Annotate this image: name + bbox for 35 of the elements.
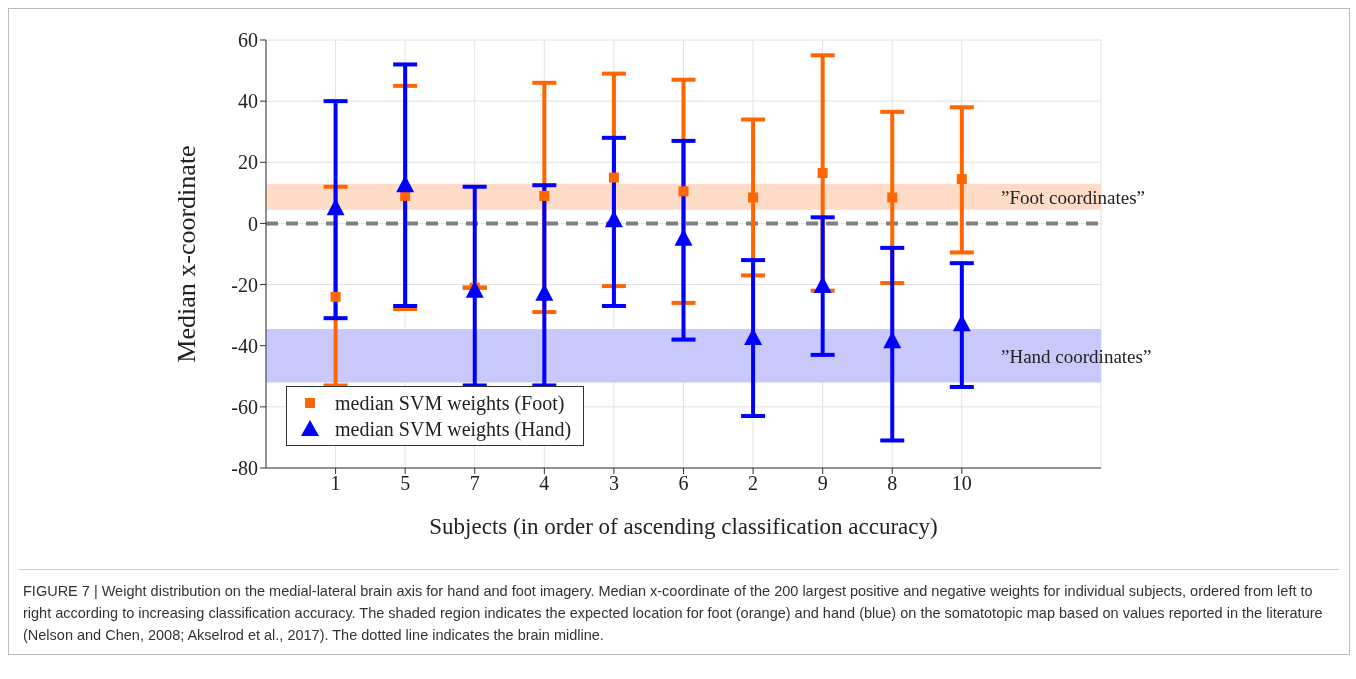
y-tick-label: -60 [231,395,258,418]
x-tick-label: 5 [400,472,411,495]
point [817,167,828,178]
point [678,186,689,197]
legend-label: median SVM weights (Hand) [335,417,572,442]
point [813,276,832,294]
y-tick-label: 60 [238,29,258,52]
y-axis-title: Median x-coordinate [172,145,202,363]
point [608,172,619,183]
point [748,192,759,203]
legend-label: median SVM weights (Foot) [335,391,565,416]
point [465,280,484,298]
caption: FIGURE 7 | Weight distribution on the medial-lateral brain axis for hand and foot imagery. Median x-coordinate of the 200 largest positive and negative weights for individual subjects, ordered from left to right according to increasing classification accuracy. The shaded region indicates the expected location for foot (orange) and hand (blue) on the somatotopic map based on values reported in the literature (Nelson and Chen, 2008; Akselrod et al., 2017). The dotted line indicates the brain midline. [19,569,1339,654]
x-tick-label: 3 [608,472,619,495]
x-tick-label: 8 [887,472,898,495]
y-tick-label: -20 [231,273,258,296]
y-tick-label: -40 [231,334,258,357]
x-tick-label: 6 [678,472,689,495]
point [956,174,967,185]
y-tick-label: 0 [248,212,258,235]
y-tick-label: 20 [238,151,258,174]
x-tick-label: 2 [748,472,759,495]
x-tick-label: 7 [469,472,480,495]
point [539,190,550,201]
point [887,192,898,203]
y-tick-label: -80 [231,457,258,480]
x-tick-label: 10 [951,472,972,495]
y-tick-label: 40 [238,90,258,113]
band-label: ”Foot coordinates” [1001,186,1146,208]
x-tick-label: 1 [330,472,341,495]
x-tick-label: 4 [539,472,550,495]
x-axis-title: Subjects (in order of ascending classification accuracy) [429,514,938,539]
point [330,291,341,302]
x-tick-label: 9 [817,472,828,495]
band-label: ”Hand coordinates” [1001,345,1152,367]
